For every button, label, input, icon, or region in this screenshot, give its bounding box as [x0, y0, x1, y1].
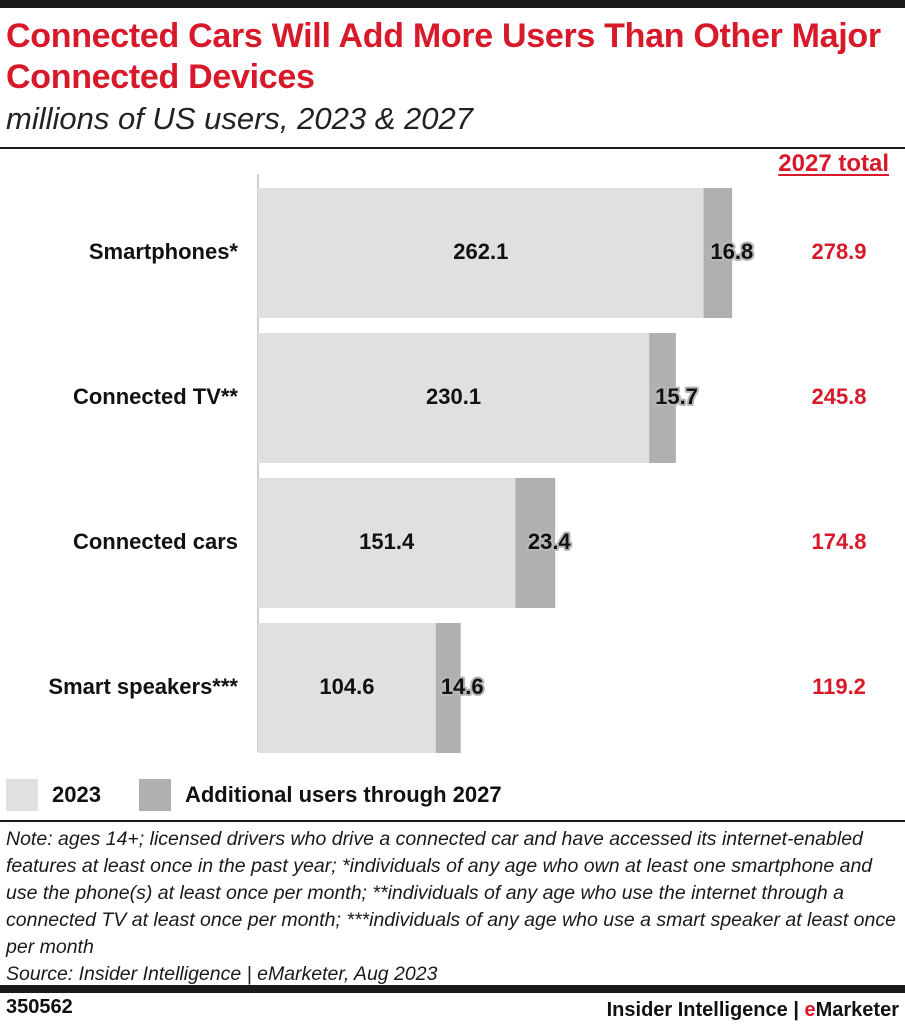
total-column-header: 2027 total: [778, 150, 889, 177]
value-label-additional-2: 23.4: [528, 529, 572, 554]
total-label-0: 278.9: [811, 239, 866, 264]
brand-e: e: [804, 999, 816, 1021]
legend-label-2023: 2023: [52, 782, 101, 807]
total-label-3: 119.2: [812, 674, 866, 699]
total-label-2: 174.8: [811, 529, 866, 554]
category-label-3: Smart speakers***: [48, 674, 238, 699]
source-text: Source: Insider Intelligence | eMarketer…: [6, 963, 438, 985]
bar-2023-3: [258, 623, 436, 753]
bars-group: Smartphones* 262.1 16.8 278.9 Connected TV**…: [48, 188, 867, 753]
bar-additional-2: [515, 478, 556, 608]
category-label-2: Connected cars: [73, 529, 238, 554]
total-label-1: 245.8: [811, 384, 866, 409]
bar-chart: Smartphones* 262.1 16.8 278.9 Connected TV**…: [48, 174, 867, 753]
value-label-2023-1: 230.1: [426, 384, 481, 409]
chart-id: 350562: [6, 996, 73, 1018]
chart-title: Connected Cars Will Add More Users Than …: [6, 17, 881, 96]
bar-additional-3: [435, 623, 461, 753]
brand-logo: Insider Intelligence | eMarketer: [607, 999, 899, 1022]
value-label-2023-3: 104.6: [319, 674, 374, 699]
bar-2023-1: [258, 333, 650, 463]
bar-additional-1: [649, 333, 676, 463]
bottom-rule: [0, 985, 905, 993]
value-label-additional-3: 14.6: [441, 674, 484, 699]
bar-2023-2: [258, 478, 516, 608]
chart-subtitle: millions of US users, 2023 & 2027: [6, 101, 473, 136]
category-label-1: Connected TV**: [73, 384, 238, 409]
footnote: Note: ages 14+; licensed drivers who dri…: [6, 826, 901, 988]
bar-2023-0: [258, 188, 704, 318]
note-rule: [0, 820, 905, 822]
brand-prefix: Insider Intelligence |: [606, 999, 805, 1021]
note-text: Note: ages 14+; licensed drivers who dri…: [6, 828, 896, 958]
subtitle-rule: [0, 147, 905, 149]
category-label-0: Smartphones*: [89, 239, 239, 264]
top-rule: [0, 0, 905, 8]
value-label-additional-1: 15.7: [655, 384, 698, 409]
legend-swatch-2023: [6, 779, 38, 811]
brand-suffix: Marketer: [815, 999, 899, 1021]
value-label-2023-2: 151.4: [359, 529, 415, 554]
value-label-2023-0: 262.1: [453, 239, 508, 264]
legend-label-additional: Additional users through 2027: [184, 782, 502, 807]
legend: 2023 Additional users through 2027: [6, 778, 540, 812]
value-label-additional-0: 16.8: [710, 239, 753, 264]
legend-swatch-additional: [138, 779, 171, 811]
bar-additional-0: [703, 188, 733, 318]
